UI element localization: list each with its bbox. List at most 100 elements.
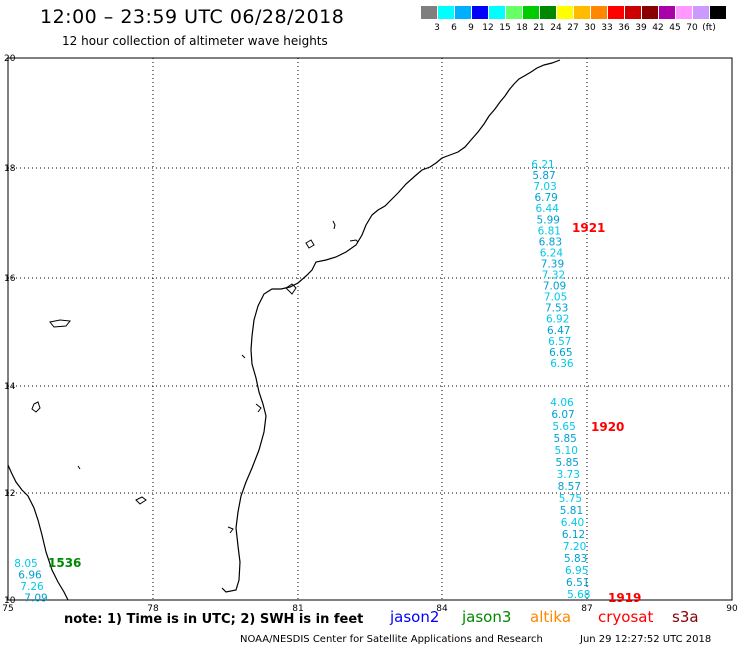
colorbar-swatch [506, 6, 522, 19]
wave-height-value: 7.53 [545, 303, 568, 315]
lon-tick-label: 87 [581, 604, 592, 614]
wave-height-value: 6.12 [562, 529, 585, 541]
island-9 [241, 354, 246, 359]
colorbar-label: 21 [533, 23, 545, 33]
colorbar-label: 39 [635, 23, 647, 33]
colorbar-swatch [625, 6, 641, 19]
colorbar-swatch [591, 6, 607, 19]
wave-height-value: 6.51 [566, 577, 589, 589]
sat-cryosat: cryosat [598, 608, 654, 626]
island-7 [255, 403, 262, 413]
island-4 [49, 319, 71, 328]
wave-height-value: 5.10 [555, 445, 578, 457]
colorbar-label: 6 [451, 23, 457, 33]
colorbar-label: (ft) [702, 23, 716, 33]
colorbar-swatch [540, 6, 556, 19]
wave-height-value: 5.83 [564, 553, 587, 565]
wave-height-value: 4.06 [550, 397, 574, 409]
colorbar-label: 12 [482, 23, 494, 33]
lon-tick-label: 75 [2, 604, 13, 614]
map-title: 12:00 – 23:59 UTC 06/28/2018 [40, 6, 345, 28]
wave-height-value: 6.07 [551, 409, 574, 421]
axis-ticks: 75 78 81 84 87 90 20 18 16 14 12 10 [2, 54, 738, 614]
wave-height-value: 6.81 [538, 225, 561, 237]
wave-height-value: 6.40 [561, 517, 584, 529]
colorbar-swatch [557, 6, 573, 19]
colorbar-swatch [710, 6, 726, 19]
wave-height-value: 5.81 [560, 505, 583, 517]
wave-height-value: 8.05 [14, 558, 37, 570]
lat-tick-label: 10 [4, 596, 16, 606]
map-grid [8, 58, 732, 600]
colorbar-label: 24 [550, 23, 562, 33]
wave-height-value: 6.95 [565, 565, 588, 577]
colorbar-swatch [421, 6, 437, 19]
wave-height-value: 5.68 [567, 589, 590, 601]
island-10 [77, 465, 81, 470]
wave-height-value: 7.09 [24, 593, 47, 605]
colorbar-swatch [455, 6, 471, 19]
sat-altika: altika [530, 608, 572, 626]
sat-s3a: s3a [672, 608, 699, 626]
lat-tick-label: 18 [4, 164, 16, 174]
wave-height-value: 6.24 [540, 247, 564, 259]
wave-height-value: 5.85 [553, 433, 576, 445]
wave-height-value: 7.39 [541, 258, 564, 270]
lat-tick-label: 12 [4, 489, 15, 499]
lat-tick-label: 20 [4, 54, 16, 64]
colorbar-swatch [642, 6, 658, 19]
wave-height-value: 6.57 [548, 336, 571, 348]
sat-jason3: jason3 [462, 608, 512, 626]
wave-height-value: 3.73 [557, 469, 580, 481]
colorbar-swatch [676, 6, 692, 19]
wave-height-value: 6.79 [534, 192, 557, 204]
wave-height-value: 7.09 [543, 281, 566, 293]
colorbar-label: 45 [669, 23, 681, 33]
credit-line: NOAA/NESDIS Center for Satellite Applica… [240, 634, 543, 645]
colorbar-swatch [472, 6, 488, 19]
colorbar-label: 27 [567, 23, 579, 33]
wave-height-value: 7.26 [20, 581, 44, 593]
lat-tick-label: 14 [4, 382, 16, 392]
wave-height-value: 7.32 [542, 270, 565, 282]
wave-height-value: 6.21 [531, 159, 554, 171]
wave-height-value: 5.65 [552, 421, 575, 433]
sat-jason2: jason2 [390, 608, 440, 626]
lon-tick-label: 81 [292, 604, 303, 614]
wave-height-value: 5.75 [559, 493, 582, 505]
generated-timestamp: Jun 29 12:27:52 UTC 2018 [580, 634, 712, 645]
colorbar-label: 36 [618, 23, 630, 33]
colorbar-label: 33 [601, 23, 613, 33]
colorbar-swatch [489, 6, 505, 19]
colorbar-label: 18 [516, 23, 528, 33]
coastline-east-india [221, 59, 561, 593]
lon-tick-label: 90 [726, 604, 738, 614]
wave-height-value: 5.85 [556, 457, 579, 469]
wave-height-value: 6.65 [549, 347, 572, 359]
wave-height-value: 6.36 [550, 358, 574, 370]
pass-time-tag: 1921 [572, 221, 605, 235]
colorbar-swatch [659, 6, 675, 19]
footer-note: note: 1) Time is in UTC; 2) SWH is in fe… [64, 612, 364, 627]
wave-height-value: 6.96 [18, 570, 42, 582]
colorbar-swatch [693, 6, 709, 19]
lon-tick-label: 78 [147, 604, 159, 614]
wave-height-value: 7.05 [544, 292, 567, 304]
map-frame [7, 57, 733, 601]
pass-time-tag: 1536 [48, 556, 81, 570]
colorbar-swatch [608, 6, 624, 19]
colorbar-label: 30 [584, 23, 596, 33]
wave-height-value: 6.83 [539, 236, 562, 248]
colorbar-swatch [438, 6, 454, 19]
altimeter-passes: 6.215.877.036.796.445.996.816.836.247.39… [14, 159, 641, 605]
colorbar-label: 15 [499, 23, 511, 33]
wave-height-value: 8.57 [558, 481, 581, 493]
wave-height-value: 7.20 [563, 541, 586, 553]
pass-time-tag: 1919 [608, 591, 641, 605]
pass-time-tag: 1920 [591, 420, 624, 434]
map-subtitle: 12 hour collection of altimeter wave hei… [62, 34, 328, 48]
lon-tick-label: 84 [436, 604, 448, 614]
colorbar-label: 70 [686, 23, 698, 33]
colorbar-label: 42 [652, 23, 664, 33]
